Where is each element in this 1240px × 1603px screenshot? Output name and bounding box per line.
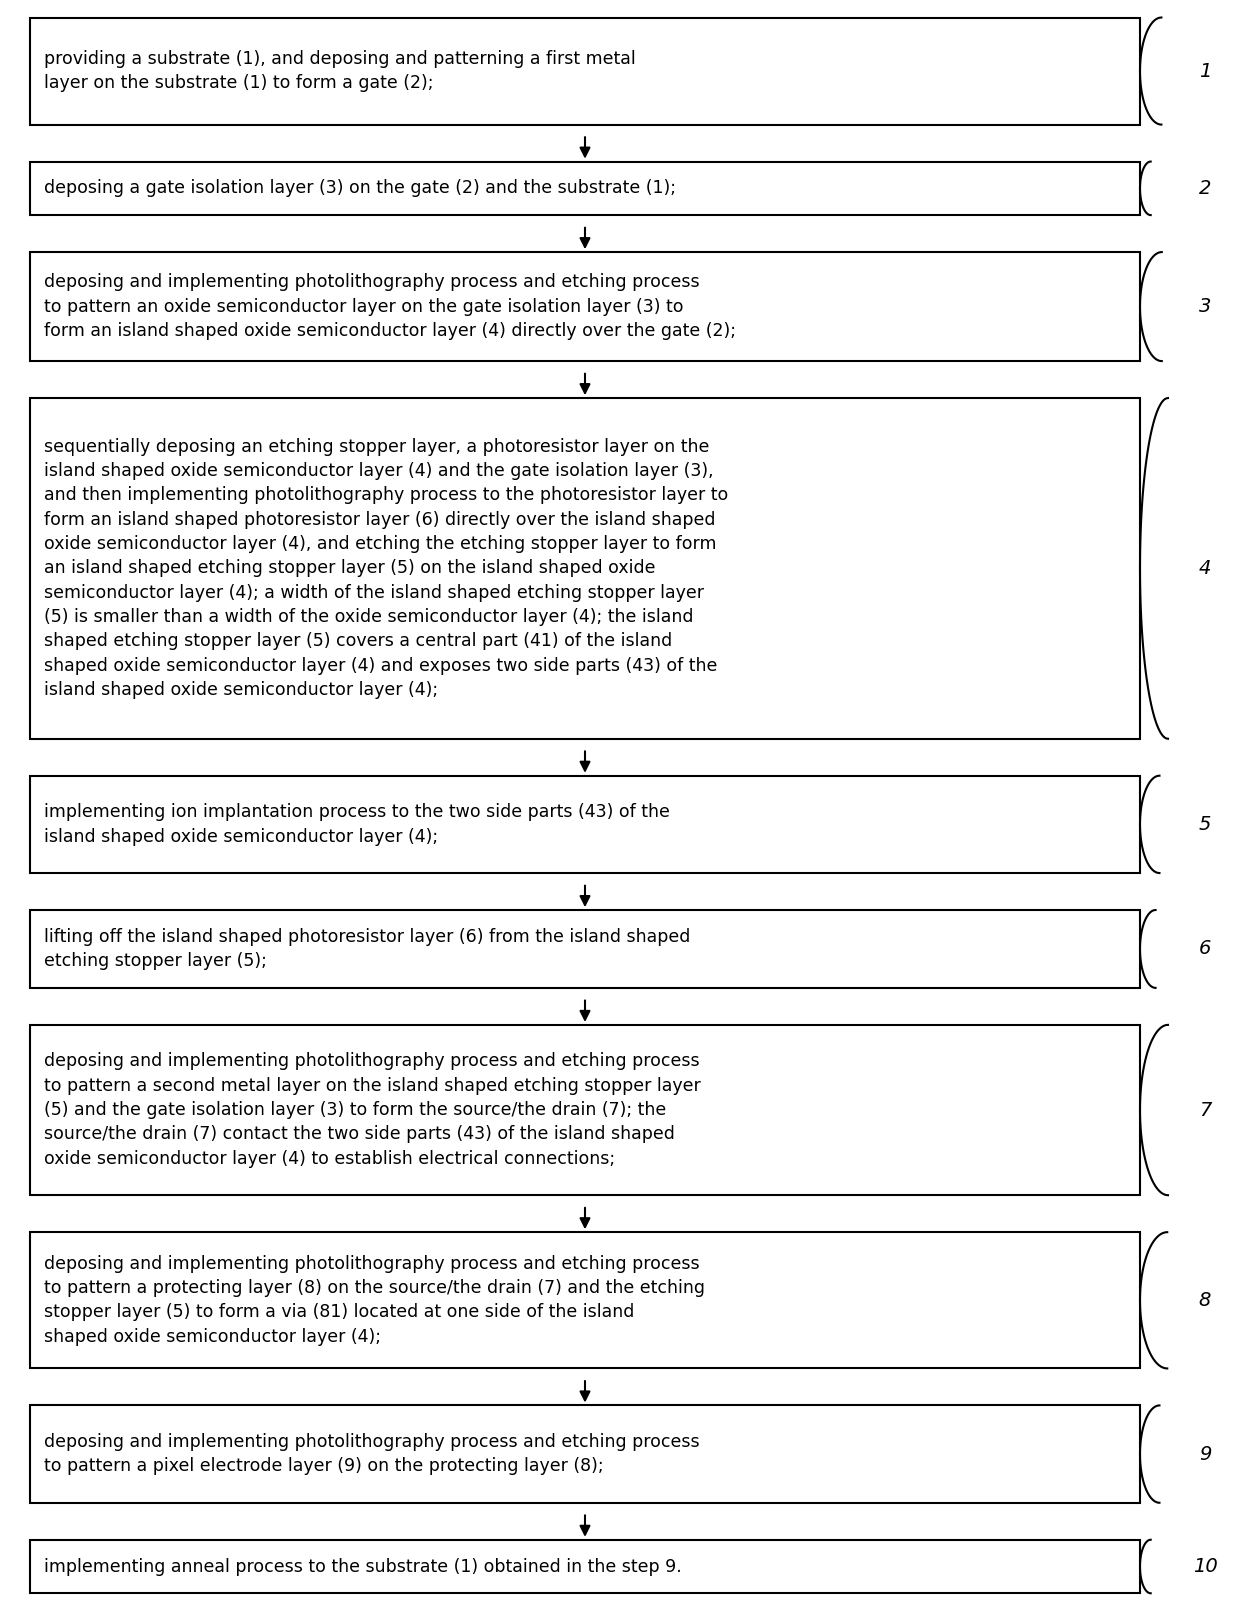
Text: 3: 3 [1199, 297, 1211, 316]
Text: lifting off the island shaped photoresistor layer (6) from the island shaped
etc: lifting off the island shaped photoresis… [43, 928, 691, 970]
Text: deposing and implementing photolithography process and etching process
to patter: deposing and implementing photolithograp… [43, 1433, 699, 1475]
Bar [30, 398, 1140, 739]
Text: deposing and implementing photolithography process and etching process
to patter: deposing and implementing photolithograp… [43, 273, 737, 340]
Text: implementing ion implantation process to the two side parts (43) of the
island s: implementing ion implantation process to… [43, 803, 670, 845]
Text: deposing a gate isolation layer (3) on the gate (2) and the substrate (1);: deposing a gate isolation layer (3) on t… [43, 180, 676, 197]
Bar [30, 1540, 1140, 1593]
Text: 8: 8 [1199, 1290, 1211, 1310]
Text: 5: 5 [1199, 814, 1211, 834]
Text: 2: 2 [1199, 180, 1211, 197]
Text: 6: 6 [1199, 939, 1211, 959]
Bar [30, 911, 1140, 987]
Bar [30, 1406, 1140, 1502]
Text: 1: 1 [1199, 61, 1211, 80]
Bar [30, 776, 1140, 874]
Text: 4: 4 [1199, 559, 1211, 579]
Bar [30, 252, 1140, 361]
Bar [30, 18, 1140, 125]
Text: 9: 9 [1199, 1444, 1211, 1464]
Bar [30, 1024, 1140, 1196]
Text: 7: 7 [1199, 1101, 1211, 1119]
Text: deposing and implementing photolithography process and etching process
to patter: deposing and implementing photolithograp… [43, 1053, 701, 1167]
Text: 10: 10 [1193, 1557, 1218, 1576]
Text: sequentially deposing an etching stopper layer, a photoresistor layer on the
isl: sequentially deposing an etching stopper… [43, 438, 728, 699]
Bar [30, 162, 1140, 215]
Text: implementing anneal process to the substrate (1) obtained in the step 9.: implementing anneal process to the subst… [43, 1558, 682, 1576]
Bar [30, 1233, 1140, 1369]
Text: providing a substrate (1), and deposing and patterning a first metal
layer on th: providing a substrate (1), and deposing … [43, 50, 636, 93]
Text: deposing and implementing photolithography process and etching process
to patter: deposing and implementing photolithograp… [43, 1255, 706, 1347]
